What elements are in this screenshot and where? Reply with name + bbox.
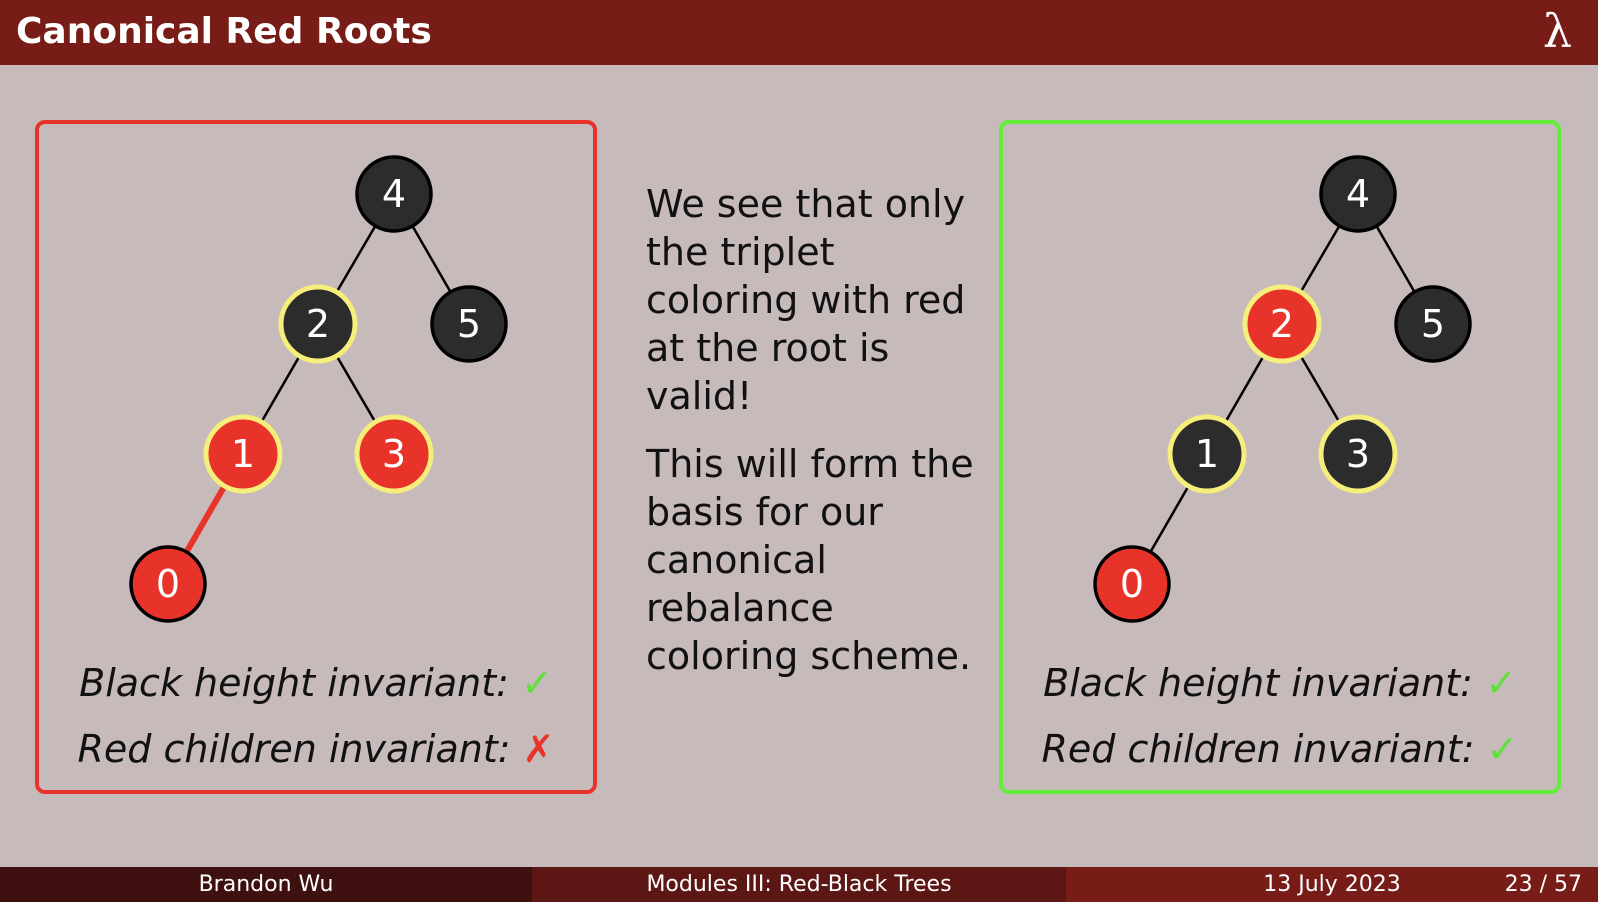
node-circle [1318,414,1398,494]
black-height-invariant-row: Black height invariant: ✓ [39,660,593,706]
node-label: 5 [1421,302,1445,346]
node-label: 5 [457,302,481,346]
footer-date: 13 July 2023 [1066,867,1598,902]
tree-diagram-valid: 4 2 5 1 3 0 [1093,155,1472,623]
invariant-label: Red children invariant: [1041,727,1475,771]
checkmark-icon: ✓ [1485,661,1517,705]
node-circle [129,545,207,623]
invariant-label: Black height invariant: [1043,661,1473,705]
node-label: 2 [1270,302,1294,346]
node-label: 0 [1120,562,1144,606]
explanation-paragraph-1: We see that only the triplet coloring wi… [646,182,966,418]
tree-diagram-invalid: 4 2 5 1 3 0 [129,155,508,623]
node-label: 3 [382,432,406,476]
slide-header: Canonical Red Roots λ [0,0,1598,65]
tree-node-4: 4 [355,155,433,233]
node-circle [1319,155,1397,233]
node-circle [430,285,508,363]
lambda-logo-icon: λ [1542,4,1572,58]
cross-icon: ✗ [522,727,555,771]
node-label: 0 [156,562,180,606]
tree-node-2: 2 [1242,284,1322,364]
page-number: 23 / 57 [1504,872,1582,897]
footer-course: Modules III: Red-Black Trees [532,867,1066,902]
node-label: 4 [382,172,406,216]
tree-node-2: 2 [278,284,358,364]
invalid-coloring-panel: 4 2 5 1 3 0 Black height invariant: ✓ Red chi… [35,120,597,794]
node-circle [1167,414,1247,494]
node-circle [278,284,358,364]
node-circle [354,414,434,494]
node-label: 1 [1195,432,1219,476]
red-children-invariant-row: Red children invariant: ✓ [1003,726,1557,772]
valid-coloring-panel: 4 2 5 1 3 0 Black height invariant: ✓ Red chi… [999,120,1561,794]
explanation-text: We see that only the triplet coloring wi… [646,180,976,700]
slide-title: Canonical Red Roots [16,11,432,52]
node-label: 1 [231,432,255,476]
checkmark-icon: ✓ [1486,727,1519,771]
tree-node-4: 4 [1319,155,1397,233]
slide-footer: Brandon Wu Modules III: Red-Black Trees … [0,867,1598,902]
tree-node-3: 3 [354,414,434,494]
black-height-invariant-row: Black height invariant: ✓ [1003,660,1557,706]
red-children-invariant-row: Red children invariant: ✗ [39,726,593,772]
tree-node-0: 0 [129,545,207,623]
node-circle [1093,545,1171,623]
node-label: 4 [1346,172,1370,216]
tree-node-0: 0 [1093,545,1171,623]
tree-node-1: 1 [1167,414,1247,494]
node-circle [203,414,283,494]
explanation-paragraph-2: This will form the basis for our canonic… [646,442,974,678]
node-circle [1242,284,1322,364]
footer-author: Brandon Wu [0,867,532,902]
tree-node-1: 1 [203,414,283,494]
invariant-label: Black height invariant: [79,661,509,705]
tree-node-5: 5 [430,285,508,363]
node-circle [1394,285,1472,363]
invariant-label: Red children invariant: [77,727,511,771]
node-label: 2 [306,302,330,346]
node-circle [355,155,433,233]
checkmark-icon: ✓ [521,661,553,705]
tree-node-5: 5 [1394,285,1472,363]
tree-node-3: 3 [1318,414,1398,494]
node-label: 3 [1346,432,1370,476]
